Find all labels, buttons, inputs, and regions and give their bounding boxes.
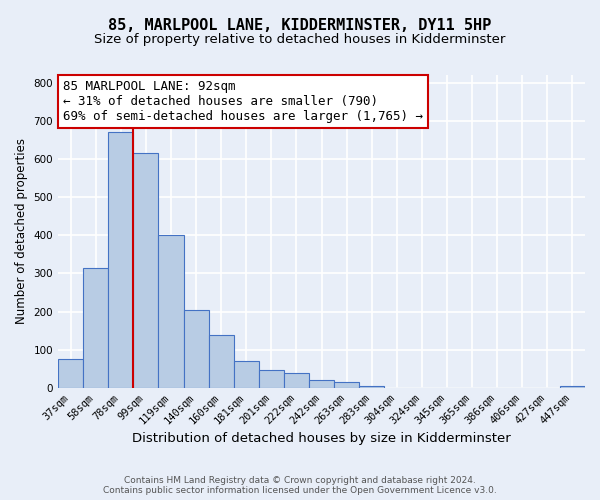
Bar: [108, 132, 133, 388]
X-axis label: Distribution of detached houses by size in Kidderminster: Distribution of detached houses by size …: [132, 432, 511, 445]
Bar: [259, 370, 284, 388]
Text: 85 MARLPOOL LANE: 92sqm
← 31% of detached houses are smaller (790)
69% of semi-d: 85 MARLPOOL LANE: 92sqm ← 31% of detache…: [64, 80, 424, 122]
Bar: [158, 236, 184, 388]
Bar: [133, 153, 158, 388]
Bar: [209, 336, 233, 388]
Bar: [334, 382, 359, 388]
Bar: [58, 360, 83, 388]
Bar: [83, 268, 108, 388]
Y-axis label: Number of detached properties: Number of detached properties: [15, 138, 28, 324]
Bar: [309, 380, 334, 388]
Bar: [284, 374, 309, 388]
Bar: [184, 310, 209, 388]
Text: Size of property relative to detached houses in Kidderminster: Size of property relative to detached ho…: [94, 32, 506, 46]
Text: Contains HM Land Registry data © Crown copyright and database right 2024.
Contai: Contains HM Land Registry data © Crown c…: [103, 476, 497, 495]
Text: 85, MARLPOOL LANE, KIDDERMINSTER, DY11 5HP: 85, MARLPOOL LANE, KIDDERMINSTER, DY11 5…: [109, 18, 491, 32]
Bar: [359, 386, 384, 388]
Bar: [560, 386, 585, 388]
Bar: [233, 362, 259, 388]
